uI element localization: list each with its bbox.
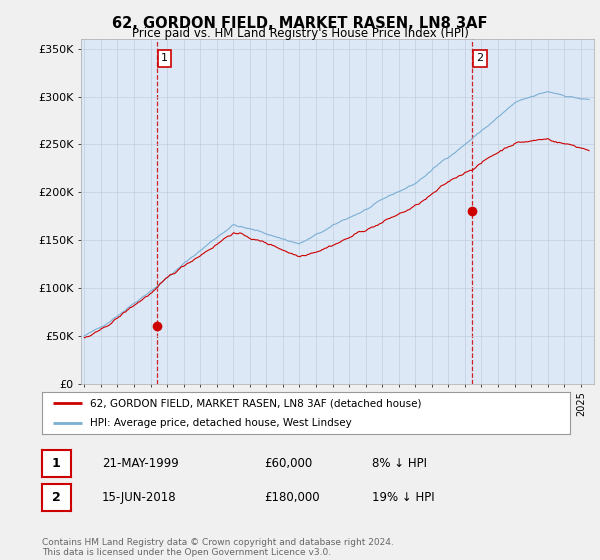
- Text: 15-JUN-2018: 15-JUN-2018: [102, 491, 176, 504]
- Text: Price paid vs. HM Land Registry's House Price Index (HPI): Price paid vs. HM Land Registry's House …: [131, 27, 469, 40]
- Text: 62, GORDON FIELD, MARKET RASEN, LN8 3AF: 62, GORDON FIELD, MARKET RASEN, LN8 3AF: [112, 16, 488, 31]
- Text: £60,000: £60,000: [264, 457, 312, 470]
- Text: 1: 1: [161, 53, 168, 63]
- Text: £180,000: £180,000: [264, 491, 320, 504]
- Text: 1: 1: [52, 457, 61, 470]
- Text: 2: 2: [476, 53, 484, 63]
- Text: Contains HM Land Registry data © Crown copyright and database right 2024.
This d: Contains HM Land Registry data © Crown c…: [42, 538, 394, 557]
- Text: 2: 2: [52, 491, 61, 504]
- Text: 19% ↓ HPI: 19% ↓ HPI: [372, 491, 434, 504]
- Text: 62, GORDON FIELD, MARKET RASEN, LN8 3AF (detached house): 62, GORDON FIELD, MARKET RASEN, LN8 3AF …: [89, 398, 421, 408]
- Text: 21-MAY-1999: 21-MAY-1999: [102, 457, 179, 470]
- Text: HPI: Average price, detached house, West Lindsey: HPI: Average price, detached house, West…: [89, 418, 351, 428]
- Text: 8% ↓ HPI: 8% ↓ HPI: [372, 457, 427, 470]
